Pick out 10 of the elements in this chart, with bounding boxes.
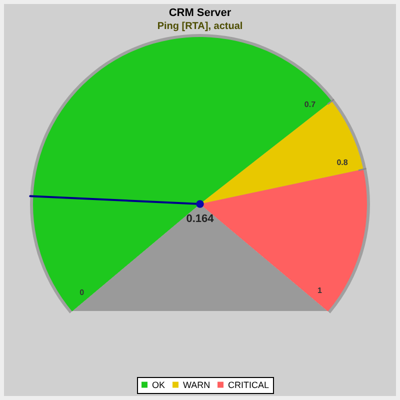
legend-label: OK [152, 380, 166, 390]
text: 1 [318, 286, 323, 295]
legend-label: CRITICAL [228, 380, 270, 390]
text: 0.7 [304, 100, 316, 109]
legend-label: WARN [183, 380, 210, 390]
text: 0.164 [186, 213, 215, 225]
chart-title: CRM Server [168, 7, 232, 19]
text: 0.8 [336, 158, 348, 168]
chart-subtitle: Ping [RTA], actual [157, 21, 243, 32]
text: 0 [80, 288, 85, 298]
